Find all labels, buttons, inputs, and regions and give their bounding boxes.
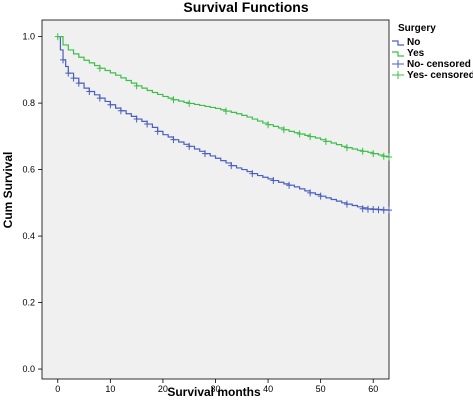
y-tick-label: 0.6 [22, 165, 35, 175]
x-tick-label: 50 [316, 384, 326, 394]
censor-mark-yes [265, 121, 272, 129]
axis-ticks: 0 10 20 30 40 50 60 0.0 0.2 0.4 0.6 0.8 1.0 [22, 32, 378, 394]
chart-title: Survival Functions [183, 0, 308, 15]
censor-mark-no [75, 79, 82, 87]
censor-mark-no [133, 115, 140, 123]
y-tick-label: 0.8 [22, 98, 35, 108]
censor-mark-yes [54, 33, 61, 41]
censor-mark-yes [133, 82, 140, 90]
x-tick-label: 30 [210, 384, 220, 394]
series-layer [54, 33, 392, 214]
series-line-no [57, 36, 390, 211]
censor-mark-no [286, 181, 293, 189]
y-tick-label: 0.2 [22, 298, 35, 308]
censor-mark-no [380, 206, 387, 214]
x-tick-label: 60 [368, 384, 378, 394]
censor-mark-yes [296, 130, 303, 138]
legend-censor-swatch [392, 60, 404, 68]
legend-censor-swatch [392, 71, 404, 79]
legend-entry: Yes [407, 48, 425, 59]
censor-mark-no [60, 56, 67, 64]
censor-mark-no [70, 74, 77, 82]
legend-entry: Yes- censored [407, 70, 473, 81]
x-tick-label: 0 [55, 384, 60, 394]
censor-mark-yes [170, 96, 177, 104]
censor-mark-no [370, 205, 377, 213]
censor-mark-no [65, 69, 72, 77]
x-tick-label: 40 [263, 384, 273, 394]
censor-mark-yes [96, 64, 103, 72]
censor-mark-no [375, 206, 382, 214]
censor-mark-yes [380, 152, 387, 160]
legend-swatch [392, 40, 404, 46]
legend-entry: No- censored [407, 59, 471, 70]
censor-mark-yes [370, 150, 377, 158]
censor-mark-yes [386, 153, 392, 161]
y-tick-label: 0.0 [22, 364, 35, 374]
y-tick-label: 1.0 [22, 32, 35, 42]
y-tick-label: 0.4 [22, 231, 35, 241]
censor-mark-no [201, 150, 208, 158]
censor-mark-no [86, 87, 93, 95]
censor-mark-yes [280, 126, 287, 134]
censor-mark-yes [359, 147, 366, 155]
legend-entry: No [407, 37, 420, 48]
censor-mark-yes [307, 133, 314, 141]
censor-mark-no [170, 136, 177, 144]
censor-mark-yes [322, 137, 329, 145]
censor-mark-no [186, 142, 193, 150]
legend-title: Surgery [398, 23, 436, 34]
y-axis-title: Cum Survival [1, 152, 15, 229]
censor-mark-no [307, 189, 314, 197]
x-tick-label: 20 [158, 384, 168, 394]
censor-mark-no [343, 200, 350, 208]
censor-mark-no [364, 205, 371, 213]
censor-mark-no [249, 170, 256, 178]
censor-mark-yes [186, 99, 193, 107]
censor-mark-no [107, 101, 114, 109]
censor-mark-no [144, 120, 151, 128]
censor-mark-no [228, 162, 235, 170]
censor-mark-no [96, 94, 103, 102]
censor-mark-no [154, 127, 161, 135]
censor-mark-yes [343, 144, 350, 152]
x-axis-title: Survival months [167, 385, 261, 399]
censor-mark-no [317, 192, 324, 200]
censor-mark-no [386, 206, 392, 214]
legend-swatch [392, 51, 404, 57]
censor-mark-no [117, 107, 124, 115]
censor-mark-no [270, 177, 277, 185]
censor-mark-yes [223, 107, 230, 115]
x-tick-label: 10 [105, 384, 115, 394]
censor-mark-no [359, 205, 366, 213]
